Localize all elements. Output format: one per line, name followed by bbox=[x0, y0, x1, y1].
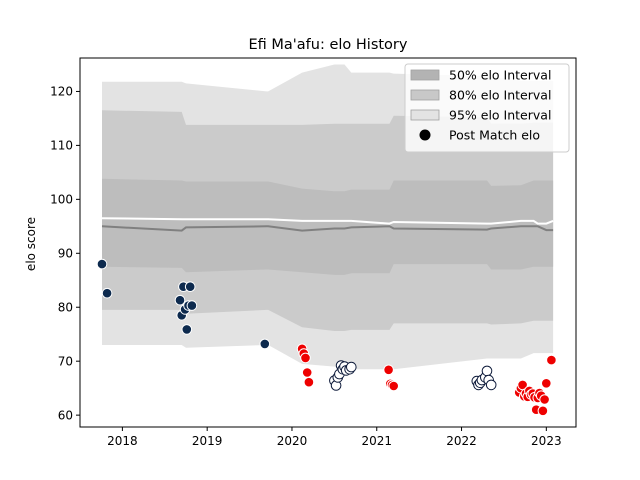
y-tick-label: 60 bbox=[58, 408, 73, 422]
y-tick-label: 110 bbox=[50, 139, 73, 153]
data-point bbox=[181, 324, 193, 335]
data-point bbox=[539, 394, 550, 405]
upper-line bbox=[101, 217, 554, 225]
x-tick-label: 2019 bbox=[192, 434, 223, 448]
data-point bbox=[485, 379, 497, 391]
data-point bbox=[96, 258, 108, 270]
legend-marker bbox=[419, 129, 431, 141]
chart-title: Efi Ma'afu: elo History bbox=[249, 37, 408, 53]
y-tick-label: 90 bbox=[58, 247, 73, 261]
data-point bbox=[301, 367, 313, 378]
data-point bbox=[546, 354, 557, 366]
x-tick-label: 2023 bbox=[531, 434, 562, 448]
series-0 bbox=[96, 258, 271, 350]
band-50-interval bbox=[102, 178, 554, 275]
y-tick-label: 120 bbox=[50, 85, 73, 99]
data-point bbox=[259, 338, 271, 350]
y-axis-label: elo score bbox=[24, 217, 38, 271]
legend-entry-label: 95% elo Interval bbox=[449, 108, 551, 123]
legend: 50% elo Interval 80% elo Interval 95% elo … bbox=[404, 63, 570, 153]
data-point bbox=[303, 376, 315, 388]
data-point bbox=[101, 287, 113, 299]
series-1 bbox=[296, 343, 315, 388]
series-4 bbox=[471, 365, 497, 391]
data-point bbox=[184, 281, 196, 293]
legend-swatch bbox=[410, 69, 440, 81]
series-5 bbox=[513, 354, 557, 417]
legend-entry-label: Post Match elo bbox=[449, 128, 540, 143]
axes: 2018 2019 2020 2021 2022 2023 60 70 80 90 100 110 12… bbox=[50, 57, 577, 448]
data-point bbox=[481, 365, 493, 377]
data-point bbox=[300, 352, 311, 364]
data-point bbox=[186, 300, 198, 311]
series-3 bbox=[383, 364, 400, 392]
legend-entry-label: 80% elo Interval bbox=[449, 88, 551, 103]
data-point bbox=[388, 380, 400, 392]
x-tick-label: 2020 bbox=[277, 434, 308, 448]
legend-swatch bbox=[410, 89, 440, 101]
data-point bbox=[537, 405, 549, 417]
x-tick-label: 2022 bbox=[446, 434, 477, 448]
x-tick-label: 2021 bbox=[361, 434, 392, 448]
y-tick-label: 70 bbox=[58, 354, 73, 368]
data-point bbox=[383, 364, 394, 376]
data-point bbox=[346, 361, 357, 373]
axes-frame bbox=[79, 57, 577, 428]
legend-entry-label: 50% elo Interval bbox=[449, 68, 551, 83]
data-point bbox=[541, 378, 552, 389]
mean-line bbox=[101, 225, 554, 232]
y-tick-label: 100 bbox=[50, 193, 73, 207]
legend-box bbox=[404, 63, 570, 153]
data-point bbox=[174, 294, 186, 306]
y-tick-label: 80 bbox=[58, 301, 73, 315]
series-2 bbox=[329, 360, 357, 391]
legend-swatch bbox=[410, 109, 440, 121]
x-tick-label: 2018 bbox=[107, 434, 138, 448]
